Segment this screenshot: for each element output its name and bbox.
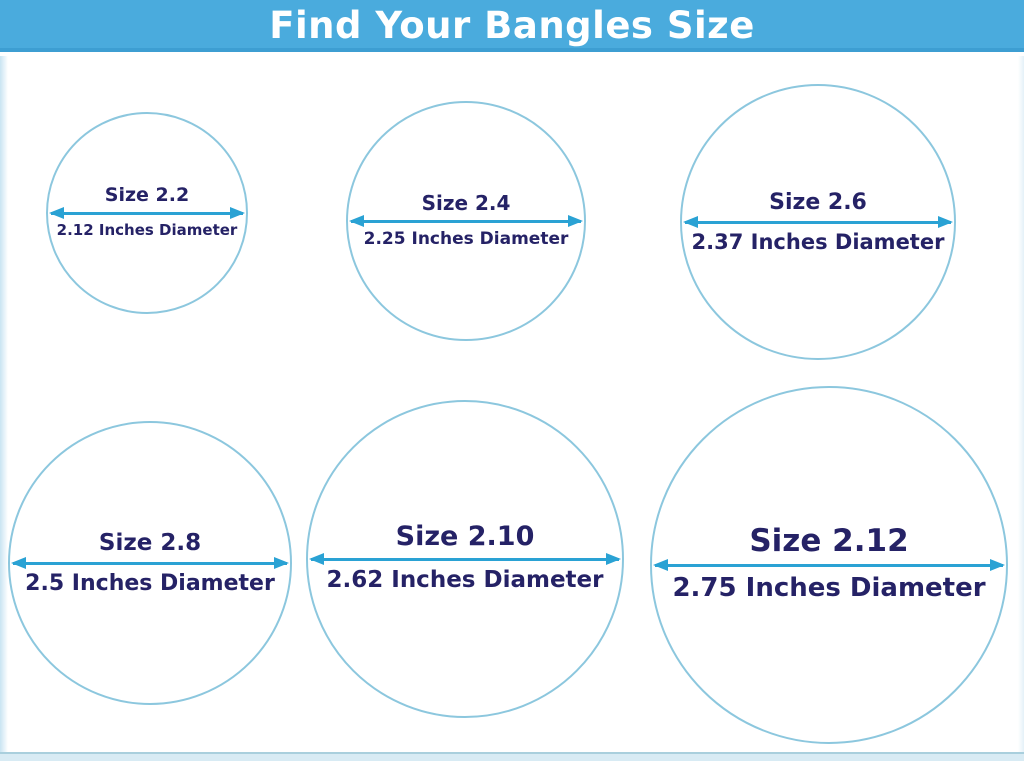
diameter-label: 2.12 Inches Diameter (56, 221, 238, 239)
bangle-circle-size-2-10: Size 2.10 2.62 Inches Diameter (306, 400, 624, 718)
bangle-circle-size-2-2: Size 2.2 2.12 Inches Diameter (46, 112, 248, 314)
diameter-label: 2.37 Inches Diameter (691, 230, 945, 254)
size-label: Size 2.2 (104, 184, 190, 207)
bangle-circle-size-2-8: Size 2.8 2.5 Inches Diameter (8, 421, 292, 705)
bangle-circle-size-2-4: Size 2.4 2.25 Inches Diameter (346, 101, 586, 341)
diameter-arrow (309, 553, 621, 565)
frame-bottom-edge (0, 752, 1024, 761)
size-label: Size 2.10 (395, 521, 535, 553)
size-label: Size 2.6 (769, 189, 867, 215)
diameter-arrow (349, 215, 583, 227)
frame-right-edge (1018, 56, 1024, 752)
diameter-label: 2.75 Inches Diameter (672, 573, 986, 603)
size-label: Size 2.12 (749, 522, 909, 559)
diameter-arrow (683, 216, 953, 228)
frame-left-edge (0, 56, 8, 752)
size-label: Size 2.4 (421, 191, 511, 215)
diameter-arrow (49, 207, 245, 219)
page-title: Find Your Bangles Size (269, 4, 755, 47)
bangle-circle-size-2-12: Size 2.12 2.75 Inches Diameter (650, 386, 1008, 744)
header-bar: Find Your Bangles Size (0, 0, 1024, 52)
diameter-label: 2.62 Inches Diameter (326, 567, 604, 593)
diameter-arrow (11, 557, 289, 569)
diameter-arrow (653, 559, 1005, 571)
size-label: Size 2.8 (98, 529, 202, 556)
diameter-label: 2.25 Inches Diameter (363, 229, 569, 249)
bangle-circle-size-2-6: Size 2.6 2.37 Inches Diameter (680, 84, 956, 360)
diameter-label: 2.5 Inches Diameter (25, 571, 275, 596)
